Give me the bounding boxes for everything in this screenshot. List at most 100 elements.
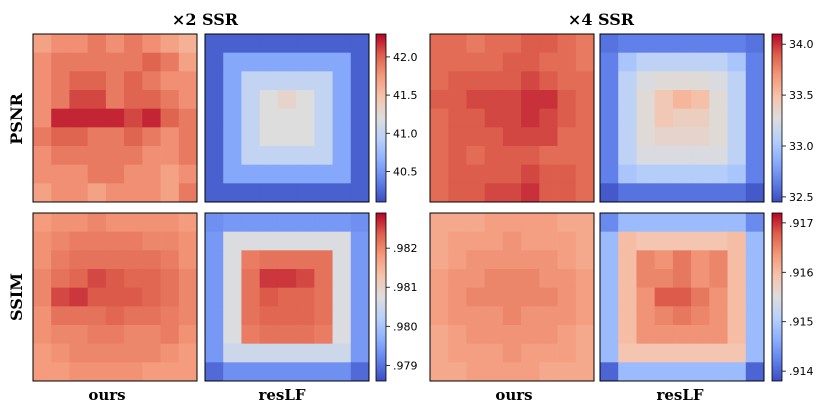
heatmap-cell [691, 52, 710, 72]
heatmap-cell [691, 213, 710, 233]
heatmap-cell [618, 231, 637, 251]
heatmap-cell [223, 362, 242, 382]
heatmap-cell [539, 325, 558, 345]
heatmap-cell [223, 183, 242, 203]
heatmap-cell [205, 71, 224, 91]
heatmap-cell [691, 164, 710, 184]
heatmap-cell [575, 127, 595, 147]
heatmap-cell [87, 127, 107, 147]
heatmap-cell [350, 343, 370, 363]
heatmap-cell [484, 343, 504, 363]
heatmap-cell [205, 287, 224, 307]
heatmap-cell [350, 164, 370, 184]
heatmap-cell [124, 183, 143, 203]
heatmap-cell [575, 287, 595, 307]
colorbar-tick-label: .979 [393, 359, 418, 372]
heatmap-cell [314, 34, 333, 54]
heatmap-cell [296, 250, 315, 270]
heatmap-cell [430, 250, 449, 270]
heatmap-cell [727, 164, 747, 184]
heatmap-cell [223, 34, 242, 54]
heatmap-cell [69, 306, 89, 326]
heatmap-cell [124, 287, 143, 307]
heatmap-cell [575, 52, 595, 72]
heatmap-cell [539, 52, 558, 72]
heatmap-cell [636, 362, 656, 382]
heatmap-cell [727, 269, 747, 289]
heatmap-cell [223, 250, 242, 270]
heatmap-cell [430, 52, 449, 72]
heatmap-cell [502, 231, 522, 251]
heatmap-cell [654, 90, 674, 110]
method-label-ours-x2: ours [88, 386, 125, 404]
heatmap-cell [124, 71, 143, 91]
heatmap-cell [745, 52, 765, 72]
heatmap-cell [484, 127, 504, 147]
heatmap-cell [277, 52, 297, 72]
heatmap-cell [241, 306, 261, 326]
heatmap-cell [539, 90, 558, 110]
heatmap-cell [259, 287, 279, 307]
heatmap-cell [332, 183, 352, 203]
heatmap-cell [636, 127, 656, 147]
heatmap-cell [350, 71, 370, 91]
heatmap-cell [484, 250, 504, 270]
heatmap-cell [484, 269, 504, 289]
heatmap-cell [539, 231, 558, 251]
heatmap-cell [709, 250, 728, 270]
heatmap-cell [654, 127, 674, 147]
heatmap-cell [636, 325, 656, 345]
colorbar-tick-label: .917 [789, 217, 814, 230]
heatmap-cell [539, 164, 558, 184]
heatmap-cell [296, 90, 315, 110]
heatmap-cell [618, 183, 637, 203]
heatmap-cell [709, 183, 728, 203]
heatmap-cell [350, 250, 370, 270]
heatmap-cell [448, 231, 467, 251]
heatmap-cell [160, 108, 180, 128]
heatmap-cell [600, 34, 619, 54]
heatmap-cell [654, 146, 674, 166]
heatmap-cell [672, 164, 692, 184]
heatmap-cell [33, 108, 52, 128]
heatmap-cell [600, 306, 619, 326]
heatmap-cell [314, 287, 333, 307]
heatmap-cell [539, 250, 558, 270]
heatmap-cell [557, 325, 577, 345]
heatmap-cell [241, 269, 261, 289]
heatmap-cell [277, 231, 297, 251]
heatmap-cell [466, 183, 486, 203]
heatmap-cell [160, 164, 180, 184]
heatmap-cell [51, 325, 70, 345]
heatmap-cell [124, 250, 143, 270]
heatmap-cell [502, 250, 522, 270]
heatmap-cell [466, 146, 486, 166]
heatmap-cell [33, 343, 52, 363]
heatmap-cell [332, 71, 352, 91]
heatmap-cell [448, 127, 467, 147]
heatmap-cell [51, 146, 70, 166]
heatmap-cell [672, 183, 692, 203]
heatmap-cell [691, 127, 710, 147]
heatmap-cell [87, 269, 107, 289]
colorbar-tick-label: 32.5 [789, 191, 814, 204]
heatmap-cell [33, 287, 52, 307]
heatmap-cell [600, 287, 619, 307]
heatmap-cell [105, 269, 125, 289]
heatmap-cell [241, 325, 261, 345]
heatmap-cell [259, 34, 279, 54]
heatmap-cell [350, 362, 370, 382]
heatmap-cell [600, 127, 619, 147]
heatmap-cell [636, 146, 656, 166]
heatmap-cell [332, 287, 352, 307]
heatmap-cell [205, 343, 224, 363]
heatmap-cell [709, 71, 728, 91]
heatmap-cell [350, 231, 370, 251]
heatmap-cell [691, 362, 710, 382]
x4-ssim-colorbar: .917 .916 .915 .914 [771, 212, 814, 382]
heatmap-cell [448, 250, 467, 270]
heatmap-cell [654, 34, 674, 54]
heatmap-cell [502, 108, 522, 128]
heatmap-cell [600, 90, 619, 110]
heatmap-cell [332, 127, 352, 147]
